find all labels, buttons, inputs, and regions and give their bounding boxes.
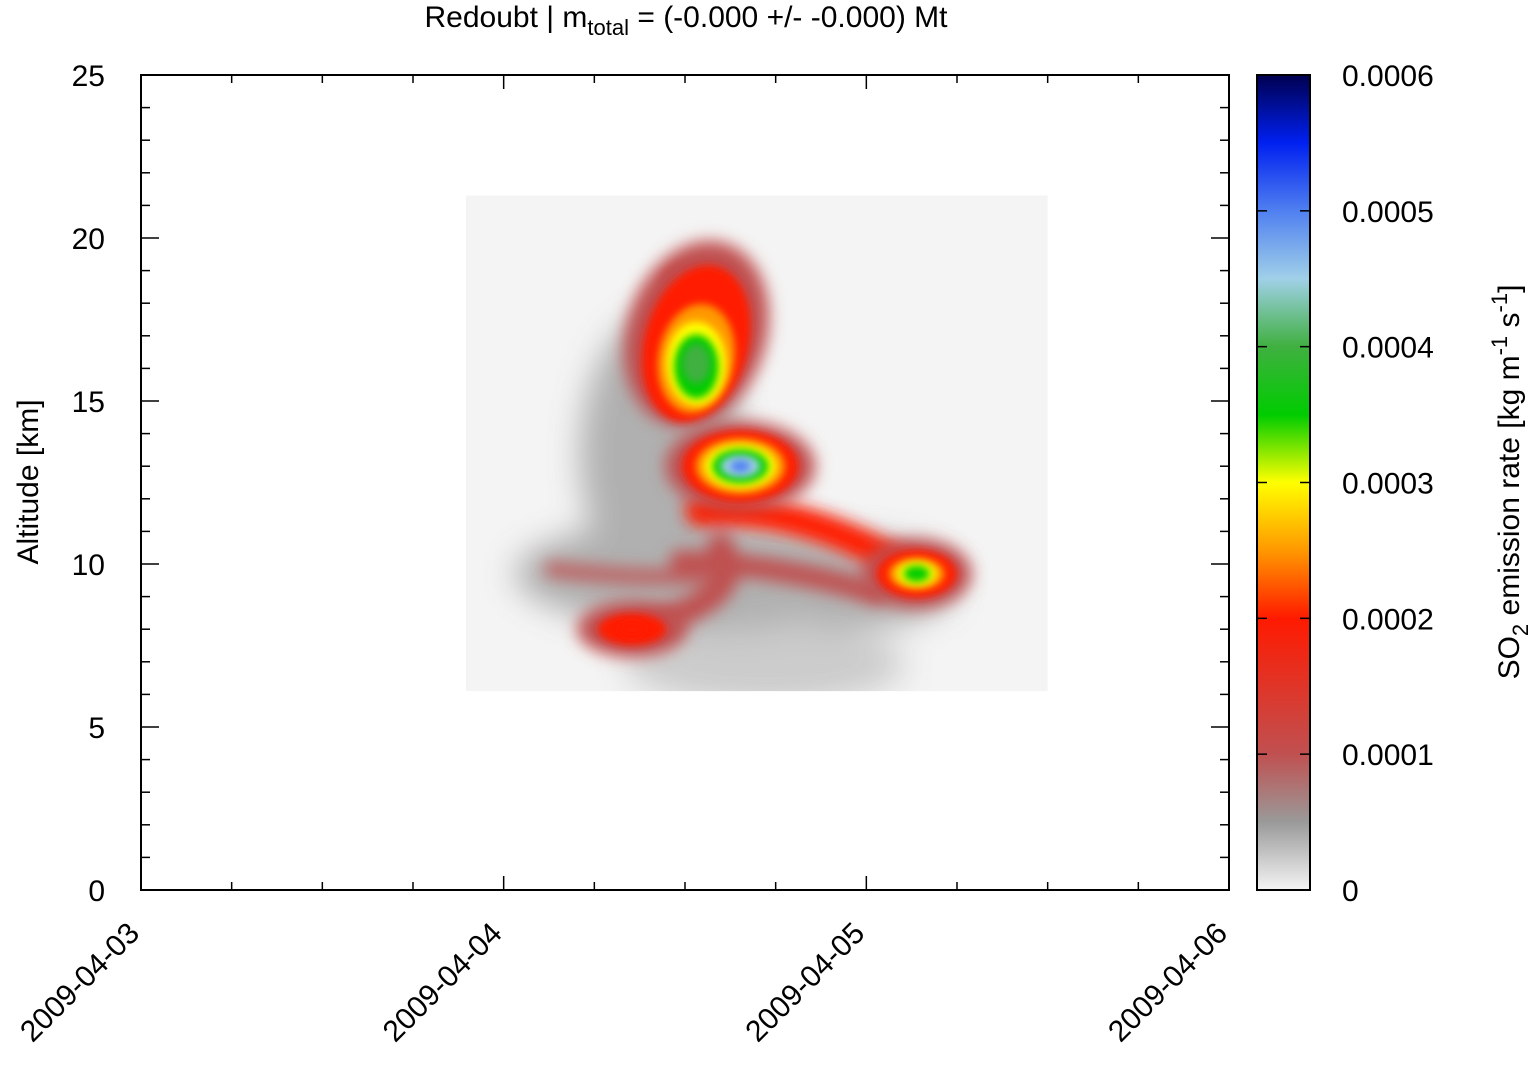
y-tick-label: 15 — [72, 386, 105, 419]
heatmap-layer — [465, 195, 1048, 692]
x-tick-label: 2009-04-06 — [1102, 917, 1234, 1049]
colorbar-tick-label: 0.0002 — [1342, 603, 1434, 636]
colorbar-ticks: 0 0.0001 0.0002 0.0003 0.0004 0.0005 0.0006 — [1257, 60, 1434, 908]
colorbar-tick-label: 0 — [1342, 875, 1359, 908]
y-tick-label: 25 — [72, 60, 105, 93]
y-tick-label: 10 — [72, 549, 105, 582]
colorbar-tick-label: 0.0005 — [1342, 196, 1434, 229]
colorbar-label: SO2 emission rate [kg m-1 s-1] — [1487, 285, 1533, 680]
heatmap-cell-upper-plume-core — [623, 240, 770, 427]
colorbar-tick-label: 0.0004 — [1342, 332, 1434, 365]
x-tick-label: 2009-04-04 — [377, 917, 509, 1049]
y-axis-label: Altitude [km] — [12, 399, 45, 564]
x-tick-label: 2009-04-03 — [14, 917, 146, 1049]
heatmap-cell-left-core — [577, 601, 688, 658]
colorbar-tick-label: 0.0003 — [1342, 468, 1434, 501]
chart-title: Redoubt | mtotal = (-0.000 +/- -0.000) M… — [425, 1, 949, 40]
heatmap-cell-central-core — [665, 421, 816, 512]
x-tick-label: 2009-04-05 — [739, 917, 871, 1049]
heatmap-cell-right-core — [861, 538, 972, 609]
colorbar-tick-label: 0.0001 — [1342, 739, 1434, 772]
y-tick-label: 5 — [88, 712, 105, 745]
y-tick-label: 20 — [72, 223, 105, 256]
colorbar-tick-label: 0.0006 — [1342, 60, 1434, 93]
y-tick-label: 0 — [88, 875, 105, 908]
